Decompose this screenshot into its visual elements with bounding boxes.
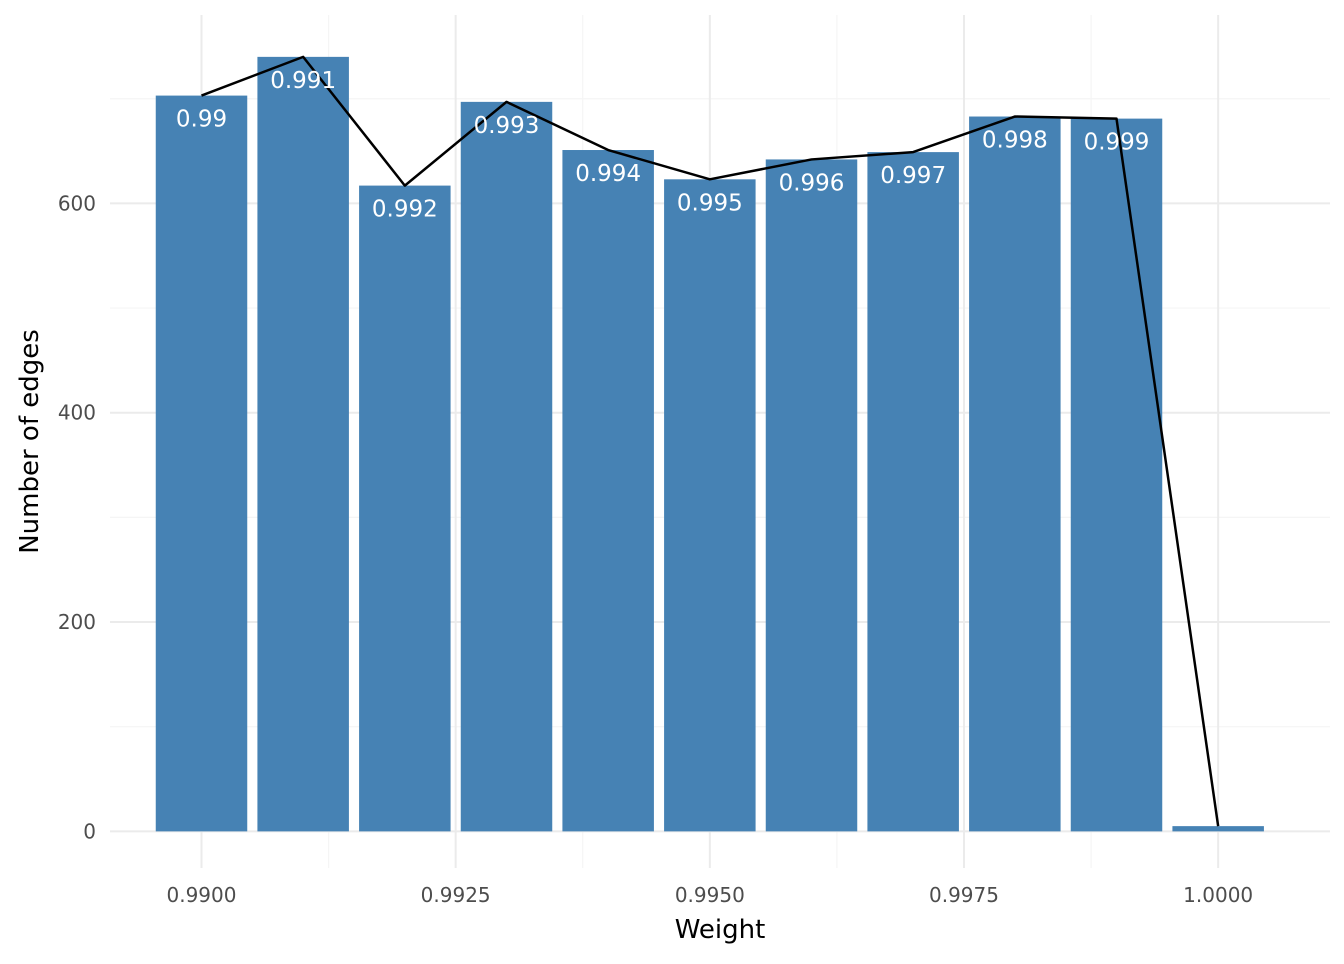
bar-label: 0.995: [677, 190, 743, 216]
bar: [867, 152, 959, 832]
y-axis-title: Number of edges: [15, 329, 45, 554]
bar: [969, 116, 1061, 832]
bar-label: 0.993: [474, 113, 540, 139]
bar: [1070, 118, 1163, 832]
y-tick-label: 600: [58, 191, 96, 215]
bar: [664, 179, 756, 832]
x-tick-label: 0.9975: [929, 883, 999, 907]
bar-label: 0.997: [880, 163, 946, 189]
bar: [359, 185, 451, 832]
axes: 0.9900 0.9925 0.9950 0.9975 1.0000 0 200 400 600: [58, 191, 1253, 907]
x-tick-label: 0.9925: [421, 883, 491, 907]
bar-label: 0.991: [270, 68, 336, 94]
bar-labels: 0.99 0.991 0.992 0.993 0.994 0.995 0.996 0.997 0…: [176, 68, 1150, 223]
trend-line: [201, 55, 1220, 827]
x-axis-title: Weight: [675, 915, 766, 945]
bar-label: 0.999: [1084, 130, 1150, 156]
bar: [562, 150, 654, 832]
bar-label: 0.99: [176, 107, 227, 133]
bars: [155, 56, 1264, 832]
bar: [460, 101, 553, 832]
y-tick-label: 0: [83, 819, 96, 843]
bar: [257, 56, 349, 832]
y-tick-label: 200: [58, 610, 96, 634]
bar: [1172, 826, 1264, 832]
bar-label: 0.994: [575, 161, 641, 187]
bar-label: 0.996: [779, 170, 845, 196]
x-tick-label: 0.9950: [675, 883, 745, 907]
x-tick-label: 0.9900: [167, 883, 237, 907]
trend-line-group: [201, 55, 1220, 827]
y-tick-label: 400: [58, 401, 96, 425]
bar: [155, 95, 248, 832]
bar-label: 0.998: [982, 128, 1048, 154]
bar-label: 0.992: [372, 197, 438, 223]
x-tick-label: 1.0000: [1183, 883, 1253, 907]
bar: [765, 159, 858, 832]
